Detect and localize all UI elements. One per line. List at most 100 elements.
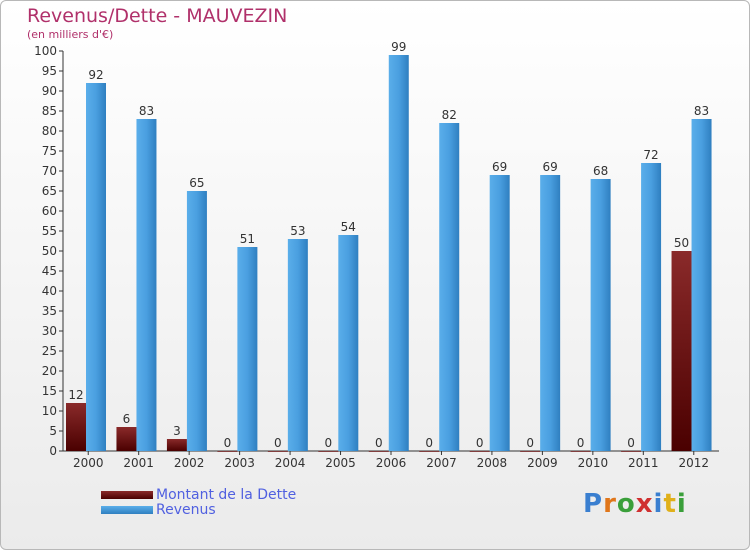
data-label-debt-2001: 6 [123, 412, 131, 426]
data-label-debt-2005: 0 [324, 436, 332, 450]
proxiti-logo: Proxiti [583, 489, 687, 519]
logo-letter: i [676, 489, 687, 519]
y-tick-label: 55 [42, 224, 57, 238]
data-label-revenus-2002: 65 [189, 176, 204, 190]
logo-letter: i [653, 489, 664, 519]
data-label-debt-2000: 12 [68, 388, 83, 402]
x-tick-label: 2002 [174, 456, 205, 470]
y-tick-label: 15 [42, 384, 57, 398]
x-tick-label: 2011 [628, 456, 659, 470]
data-label-debt-2008: 0 [476, 436, 484, 450]
y-tick-label: 45 [42, 264, 57, 278]
y-tick-label: 90 [42, 84, 57, 98]
data-label-revenus-2004: 53 [290, 224, 305, 238]
data-label-debt-2002: 3 [173, 424, 181, 438]
legend-label-revenus: Revenus [156, 502, 216, 518]
data-label-debt-2009: 0 [526, 436, 534, 450]
bar-debt-2002 [166, 439, 187, 451]
x-tick-label: 2001 [123, 456, 154, 470]
bar-debt-2012 [671, 251, 692, 451]
y-tick-label: 70 [42, 164, 57, 178]
logo-letter: x [635, 489, 654, 519]
y-tick-label: 100 [34, 44, 57, 58]
bar-debt-2008 [469, 451, 490, 452]
bar-revenus-2012 [691, 119, 712, 451]
bar-debt-2001 [116, 427, 137, 451]
legend-item-debt: Montant de la Dette [101, 487, 296, 503]
y-tick-label: 0 [49, 444, 57, 458]
y-tick-label: 75 [42, 144, 57, 158]
x-tick-label: 2004 [275, 456, 306, 470]
data-label-debt-2006: 0 [375, 436, 383, 450]
bar-debt-2003 [217, 451, 238, 452]
bars [66, 55, 712, 452]
chart-subtitle: (en milliers d'€) [27, 28, 114, 41]
bar-revenus-2002 [186, 191, 207, 451]
data-label-revenus-2006: 99 [391, 40, 406, 54]
y-tick-label: 40 [42, 284, 57, 298]
bar-revenus-2006 [388, 55, 409, 451]
data-label-revenus-2008: 69 [492, 160, 507, 174]
data-label-revenus-2005: 54 [341, 220, 356, 234]
data-label-debt-2012: 50 [674, 236, 689, 250]
x-tick-label: 2010 [578, 456, 609, 470]
legend-swatch-revenus [101, 506, 153, 514]
x-tick-label: 2008 [477, 456, 508, 470]
bar-revenus-2010 [590, 179, 611, 451]
data-label-revenus-2000: 92 [88, 68, 103, 82]
bar-revenus-2004 [287, 239, 308, 451]
y-tick-label: 60 [42, 204, 57, 218]
y-tick-label: 85 [42, 104, 57, 118]
x-tick-label: 2003 [224, 456, 255, 470]
bar-revenus-2005 [338, 235, 359, 451]
bar-revenus-2009 [540, 175, 561, 451]
data-label-debt-2011: 0 [627, 436, 635, 450]
bar-debt-2004 [267, 451, 288, 452]
chart-title: Revenus/Dette - MAUVEZIN [27, 5, 288, 27]
y-tick-label: 35 [42, 304, 57, 318]
data-label-revenus-2003: 51 [240, 232, 255, 246]
bar-revenus-2007 [439, 123, 460, 451]
y-tick-label: 65 [42, 184, 57, 198]
data-label-revenus-2009: 69 [543, 160, 558, 174]
data-label-debt-2010: 0 [577, 436, 585, 450]
legend-label-debt: Montant de la Dette [156, 487, 297, 503]
x-tick-label: 2009 [527, 456, 558, 470]
bar-debt-2005 [318, 451, 339, 452]
bar-revenus-2008 [489, 175, 510, 451]
y-tick-label: 30 [42, 324, 57, 338]
bar-debt-2000 [66, 403, 86, 451]
data-label-revenus-2007: 82 [442, 108, 457, 122]
bar-debt-2006 [368, 451, 389, 452]
data-label-revenus-2011: 72 [643, 148, 658, 162]
bar-debt-2009 [520, 451, 541, 452]
bar-debt-2011 [621, 451, 642, 452]
logo-letter: t [663, 489, 677, 519]
bar-revenus-2011 [641, 163, 662, 451]
bar-debt-2010 [570, 451, 591, 452]
legend-swatch-debt [101, 491, 153, 499]
y-tick-label: 20 [42, 364, 57, 378]
logo-letter: o [616, 489, 636, 519]
bar-debt-2007 [419, 451, 440, 452]
data-label-debt-2003: 0 [224, 436, 232, 450]
y-tick-label: 80 [42, 124, 57, 138]
x-tick-label: 2007 [426, 456, 457, 470]
x-tick-label: 2005 [325, 456, 356, 470]
logo-letter: r [603, 489, 617, 519]
data-label-revenus-2001: 83 [139, 104, 154, 118]
x-tick-label: 2000 [73, 456, 104, 470]
y-tick-label: 95 [42, 64, 57, 78]
y-tick-label: 25 [42, 344, 57, 358]
y-tick-label: 50 [42, 244, 57, 258]
data-label-debt-2004: 0 [274, 436, 282, 450]
bar-revenus-2003 [237, 247, 258, 451]
x-tick-label: 2012 [678, 456, 709, 470]
data-labels: 12 92 6 83 3 65 0 51 0 53 0 54 0 99 0 82 0 69 0 69 0 68 0 72 50 8… [68, 40, 709, 450]
bar-revenus-2000 [86, 83, 106, 451]
data-label-revenus-2010: 68 [593, 164, 608, 178]
y-tick-label: 10 [42, 404, 57, 418]
data-label-revenus-2012: 83 [694, 104, 709, 118]
